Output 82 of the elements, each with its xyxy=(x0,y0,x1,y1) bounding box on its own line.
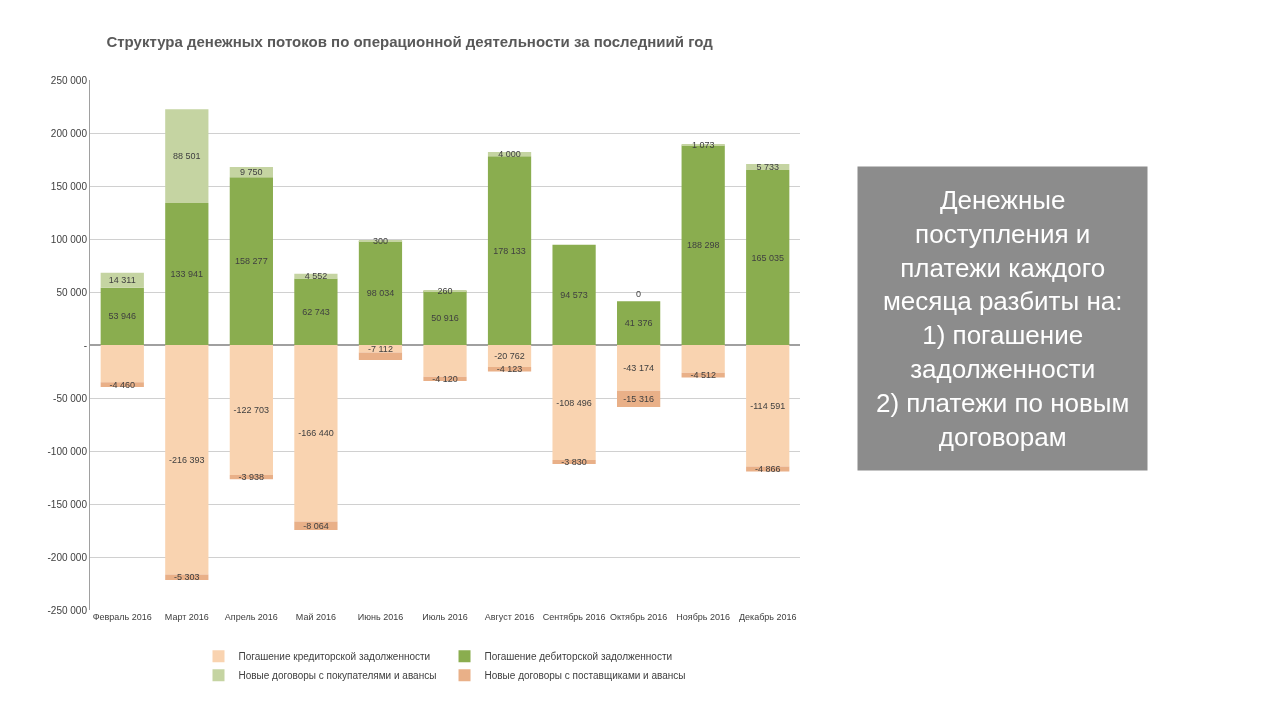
y-tick-label: 100 000 xyxy=(50,233,88,245)
y-tick-label: 250 000 xyxy=(50,74,88,86)
y-tick-label: -250 000 xyxy=(47,604,88,616)
x-tick-label: Июль 2016 xyxy=(422,612,468,622)
legend-label: Погашение кредиторской задолженности xyxy=(238,651,431,663)
data-label: -5 303 xyxy=(174,572,200,583)
data-label: 133 941 xyxy=(170,269,204,280)
bar xyxy=(294,345,338,522)
text: Денежные поступления и платежи каждого месяца разбиты на: 1) погашение задолженности 2) платежи по новым договорам xyxy=(876,185,1130,452)
bar xyxy=(681,345,725,373)
data-label: -20 762 xyxy=(494,351,525,362)
data-label: -114 591 xyxy=(750,400,786,411)
x-tick-label: Ноябрь 2016 xyxy=(676,612,731,622)
bar xyxy=(165,203,209,345)
data-label: -216 393 xyxy=(169,454,205,465)
bar xyxy=(165,345,209,575)
data-label: 9 750 xyxy=(240,167,263,178)
y-tick-label: 200 000 xyxy=(50,127,88,139)
bar xyxy=(165,109,209,204)
data-label: 88 501 xyxy=(173,151,201,162)
data-label: -3 938 xyxy=(238,472,265,483)
bar xyxy=(746,345,790,467)
data-label: 41 376 xyxy=(624,318,653,329)
bar xyxy=(229,345,273,476)
data-label: 0 xyxy=(636,289,642,299)
bar xyxy=(617,301,661,345)
x-tick-label: Март 2016 xyxy=(164,612,209,622)
bar xyxy=(294,278,338,345)
y-tick-label: -200 000 xyxy=(47,551,88,563)
data-label: 178 133 xyxy=(493,245,526,256)
x-tick-label: Декабрь 2016 xyxy=(738,612,797,622)
data-label: 158 277 xyxy=(235,256,268,267)
x-tick-label: Август 2016 xyxy=(484,612,535,622)
data-label: 165 035 xyxy=(751,252,784,263)
x-tick-label: Июнь 2016 xyxy=(357,612,404,622)
data-label: 4 552 xyxy=(304,271,328,282)
y-tick-label: -100 000 xyxy=(47,445,88,457)
data-label: -4 512 xyxy=(690,370,716,381)
data-label: 5 733 xyxy=(756,162,779,173)
y-tick-label: 150 000 xyxy=(50,180,88,192)
data-label: -43 174 xyxy=(623,362,654,373)
bar xyxy=(358,352,403,360)
data-label: 14 311 xyxy=(108,275,136,286)
x-tick-label: Сентябрь 2016 xyxy=(542,612,606,622)
legend-label: Новые договоры с поставщиками и авансы xyxy=(484,670,686,682)
y-tick-label: - xyxy=(83,339,87,351)
bar xyxy=(229,177,273,345)
bar xyxy=(100,287,144,345)
x-tick-label: Октябрь 2016 xyxy=(609,612,668,622)
legend-label: Новые договоры с покупателями и авансы xyxy=(238,670,437,682)
data-label: -108 496 xyxy=(556,397,592,408)
data-label: -4 866 xyxy=(754,464,781,475)
bar xyxy=(617,345,661,391)
legend-label: Погашение дебиторской задолженности xyxy=(484,651,673,663)
bar xyxy=(552,244,596,345)
data-label: -4 460 xyxy=(109,379,136,390)
chart-title: Структура денежных потоков по операционной деятельности за последниий год xyxy=(106,32,714,50)
data-label: -7 112 xyxy=(368,343,393,354)
bar xyxy=(552,345,596,461)
data-label: -4 123 xyxy=(496,364,523,375)
x-tick-label: Май 2016 xyxy=(295,612,336,622)
data-label: 98 034 xyxy=(366,288,395,299)
data-label: 300 xyxy=(372,236,388,246)
data-label: 53 946 xyxy=(108,311,137,322)
x-tick-label: Апрель 2016 xyxy=(224,612,278,622)
data-label: 62 743 xyxy=(302,306,330,317)
data-label: 4 000 xyxy=(498,149,521,160)
bar xyxy=(100,345,144,383)
data-label: -122 703 xyxy=(233,405,270,416)
data-label: -166 440 xyxy=(298,428,334,439)
data-label: 94 573 xyxy=(560,289,588,300)
y-tick-label: -50 000 xyxy=(53,392,88,404)
y-tick-label: -150 000 xyxy=(47,498,88,510)
bar xyxy=(423,345,467,377)
data-label: 50 916 xyxy=(431,313,459,324)
data-label: -8 064 xyxy=(303,520,329,531)
y-tick-label: 50 000 xyxy=(56,286,88,298)
bar xyxy=(487,156,532,345)
x-tick-label: Февраль 2016 xyxy=(92,612,152,622)
data-label: -15 316 xyxy=(623,393,654,404)
data-label: 188 298 xyxy=(686,240,720,251)
bar xyxy=(746,170,790,345)
